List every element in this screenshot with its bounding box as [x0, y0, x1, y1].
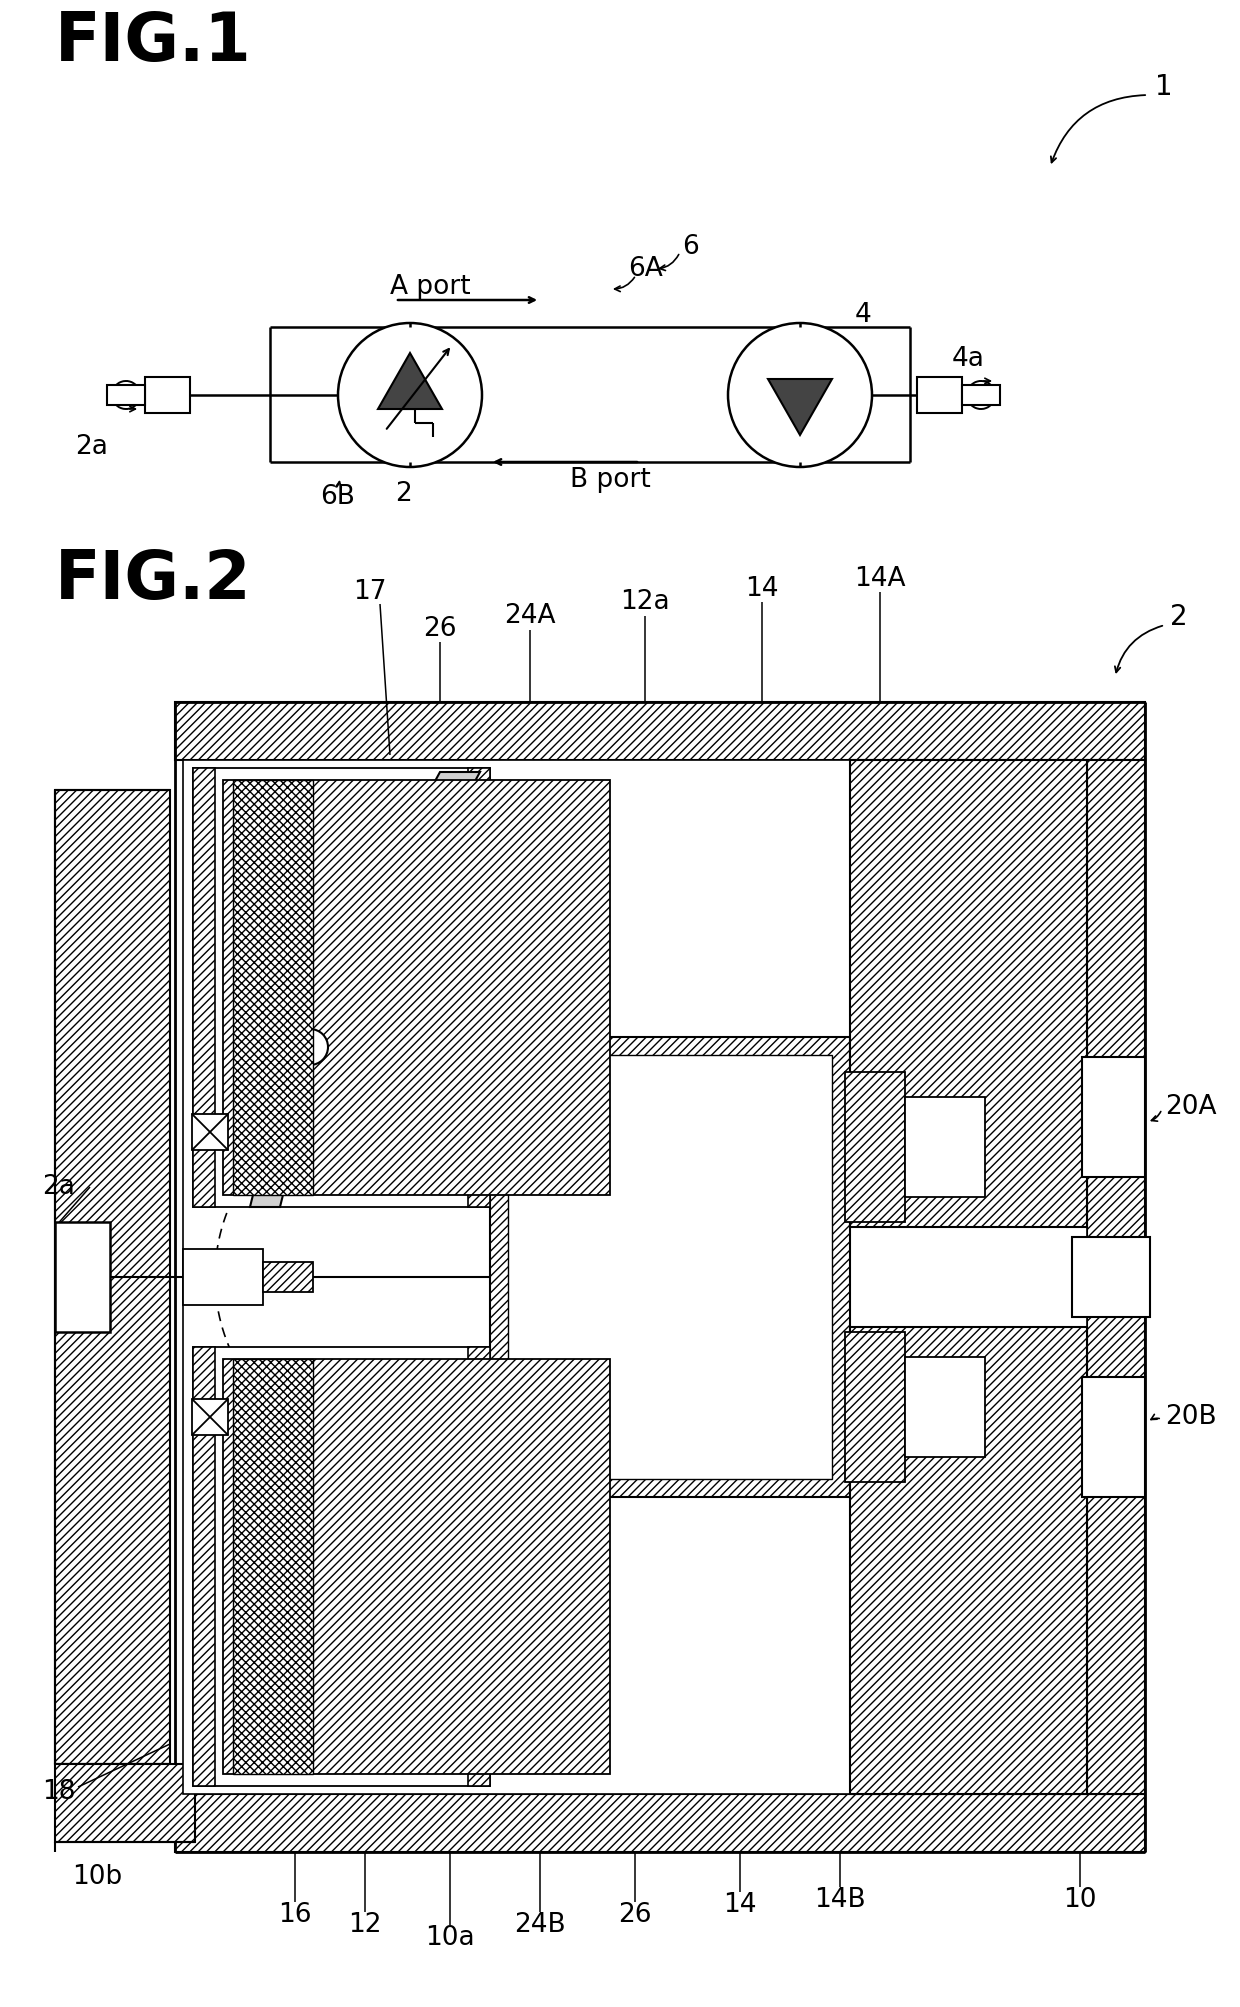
Bar: [233, 781, 312, 1194]
Bar: [1083, 1377, 1145, 1497]
Text: 6A: 6A: [627, 257, 662, 283]
Text: 2a: 2a: [42, 1174, 74, 1200]
Bar: [1083, 1058, 1145, 1176]
Bar: [1073, 1236, 1149, 1317]
Text: 14B: 14B: [815, 1887, 866, 1913]
Text: B port: B port: [570, 468, 651, 494]
Bar: [192, 1114, 228, 1150]
Bar: [849, 1327, 1087, 1794]
Text: 4a: 4a: [952, 345, 985, 371]
Polygon shape: [250, 1066, 315, 1206]
Polygon shape: [300, 773, 480, 1030]
Text: 4: 4: [856, 301, 872, 327]
Text: 10a: 10a: [425, 1925, 475, 1951]
Text: 20A: 20A: [1166, 1094, 1216, 1120]
Text: 10b: 10b: [72, 1865, 123, 1891]
Text: FIG.2: FIG.2: [55, 548, 252, 612]
Bar: [1087, 761, 1145, 1794]
Text: 24A: 24A: [505, 602, 556, 628]
Text: 18: 18: [42, 1778, 76, 1804]
Text: 6: 6: [682, 235, 699, 261]
Text: 2: 2: [1171, 602, 1188, 630]
Polygon shape: [768, 379, 832, 436]
Text: 10: 10: [1063, 1887, 1096, 1913]
Bar: [918, 377, 962, 413]
Bar: [175, 1794, 1145, 1852]
Bar: [184, 1248, 263, 1305]
Bar: [193, 769, 490, 1206]
Text: 24B: 24B: [515, 1913, 565, 1939]
Bar: [55, 1764, 195, 1842]
Bar: [223, 1359, 610, 1774]
Text: 12: 12: [348, 1913, 382, 1939]
Text: 16: 16: [278, 1903, 311, 1929]
Bar: [223, 781, 610, 1194]
Bar: [107, 385, 145, 405]
Text: 14: 14: [723, 1893, 756, 1919]
Text: 26: 26: [423, 616, 456, 642]
Bar: [263, 1262, 312, 1293]
Text: 2a: 2a: [74, 434, 108, 460]
Circle shape: [728, 323, 872, 468]
Bar: [55, 1222, 110, 1333]
Bar: [192, 1399, 228, 1435]
Bar: [467, 769, 490, 1206]
Text: 17: 17: [353, 578, 387, 604]
Text: 2: 2: [396, 482, 412, 508]
Text: 26: 26: [619, 1903, 652, 1929]
Bar: [193, 1347, 490, 1786]
Bar: [844, 1072, 905, 1222]
Bar: [184, 761, 1087, 1794]
Text: 12a: 12a: [620, 588, 670, 614]
Bar: [508, 1056, 832, 1479]
Text: 6B: 6B: [320, 484, 355, 510]
Text: A port: A port: [391, 275, 471, 299]
Bar: [193, 769, 215, 1206]
Text: 20B: 20B: [1166, 1405, 1216, 1431]
Bar: [233, 1359, 312, 1774]
Text: 14: 14: [745, 576, 779, 602]
Bar: [844, 1333, 905, 1481]
Polygon shape: [378, 353, 441, 409]
Bar: [55, 791, 170, 1764]
Circle shape: [291, 1030, 329, 1066]
Text: FIG.1: FIG.1: [55, 8, 252, 74]
Bar: [905, 1098, 985, 1196]
Text: 14A: 14A: [854, 566, 905, 592]
Bar: [467, 1347, 490, 1786]
Bar: [962, 385, 999, 405]
Text: 1: 1: [1154, 72, 1173, 100]
Bar: [193, 1347, 215, 1786]
Bar: [490, 1038, 849, 1497]
Bar: [145, 377, 190, 413]
Bar: [175, 702, 1145, 761]
Bar: [905, 1357, 985, 1457]
Circle shape: [339, 323, 482, 468]
Bar: [849, 761, 1087, 1226]
